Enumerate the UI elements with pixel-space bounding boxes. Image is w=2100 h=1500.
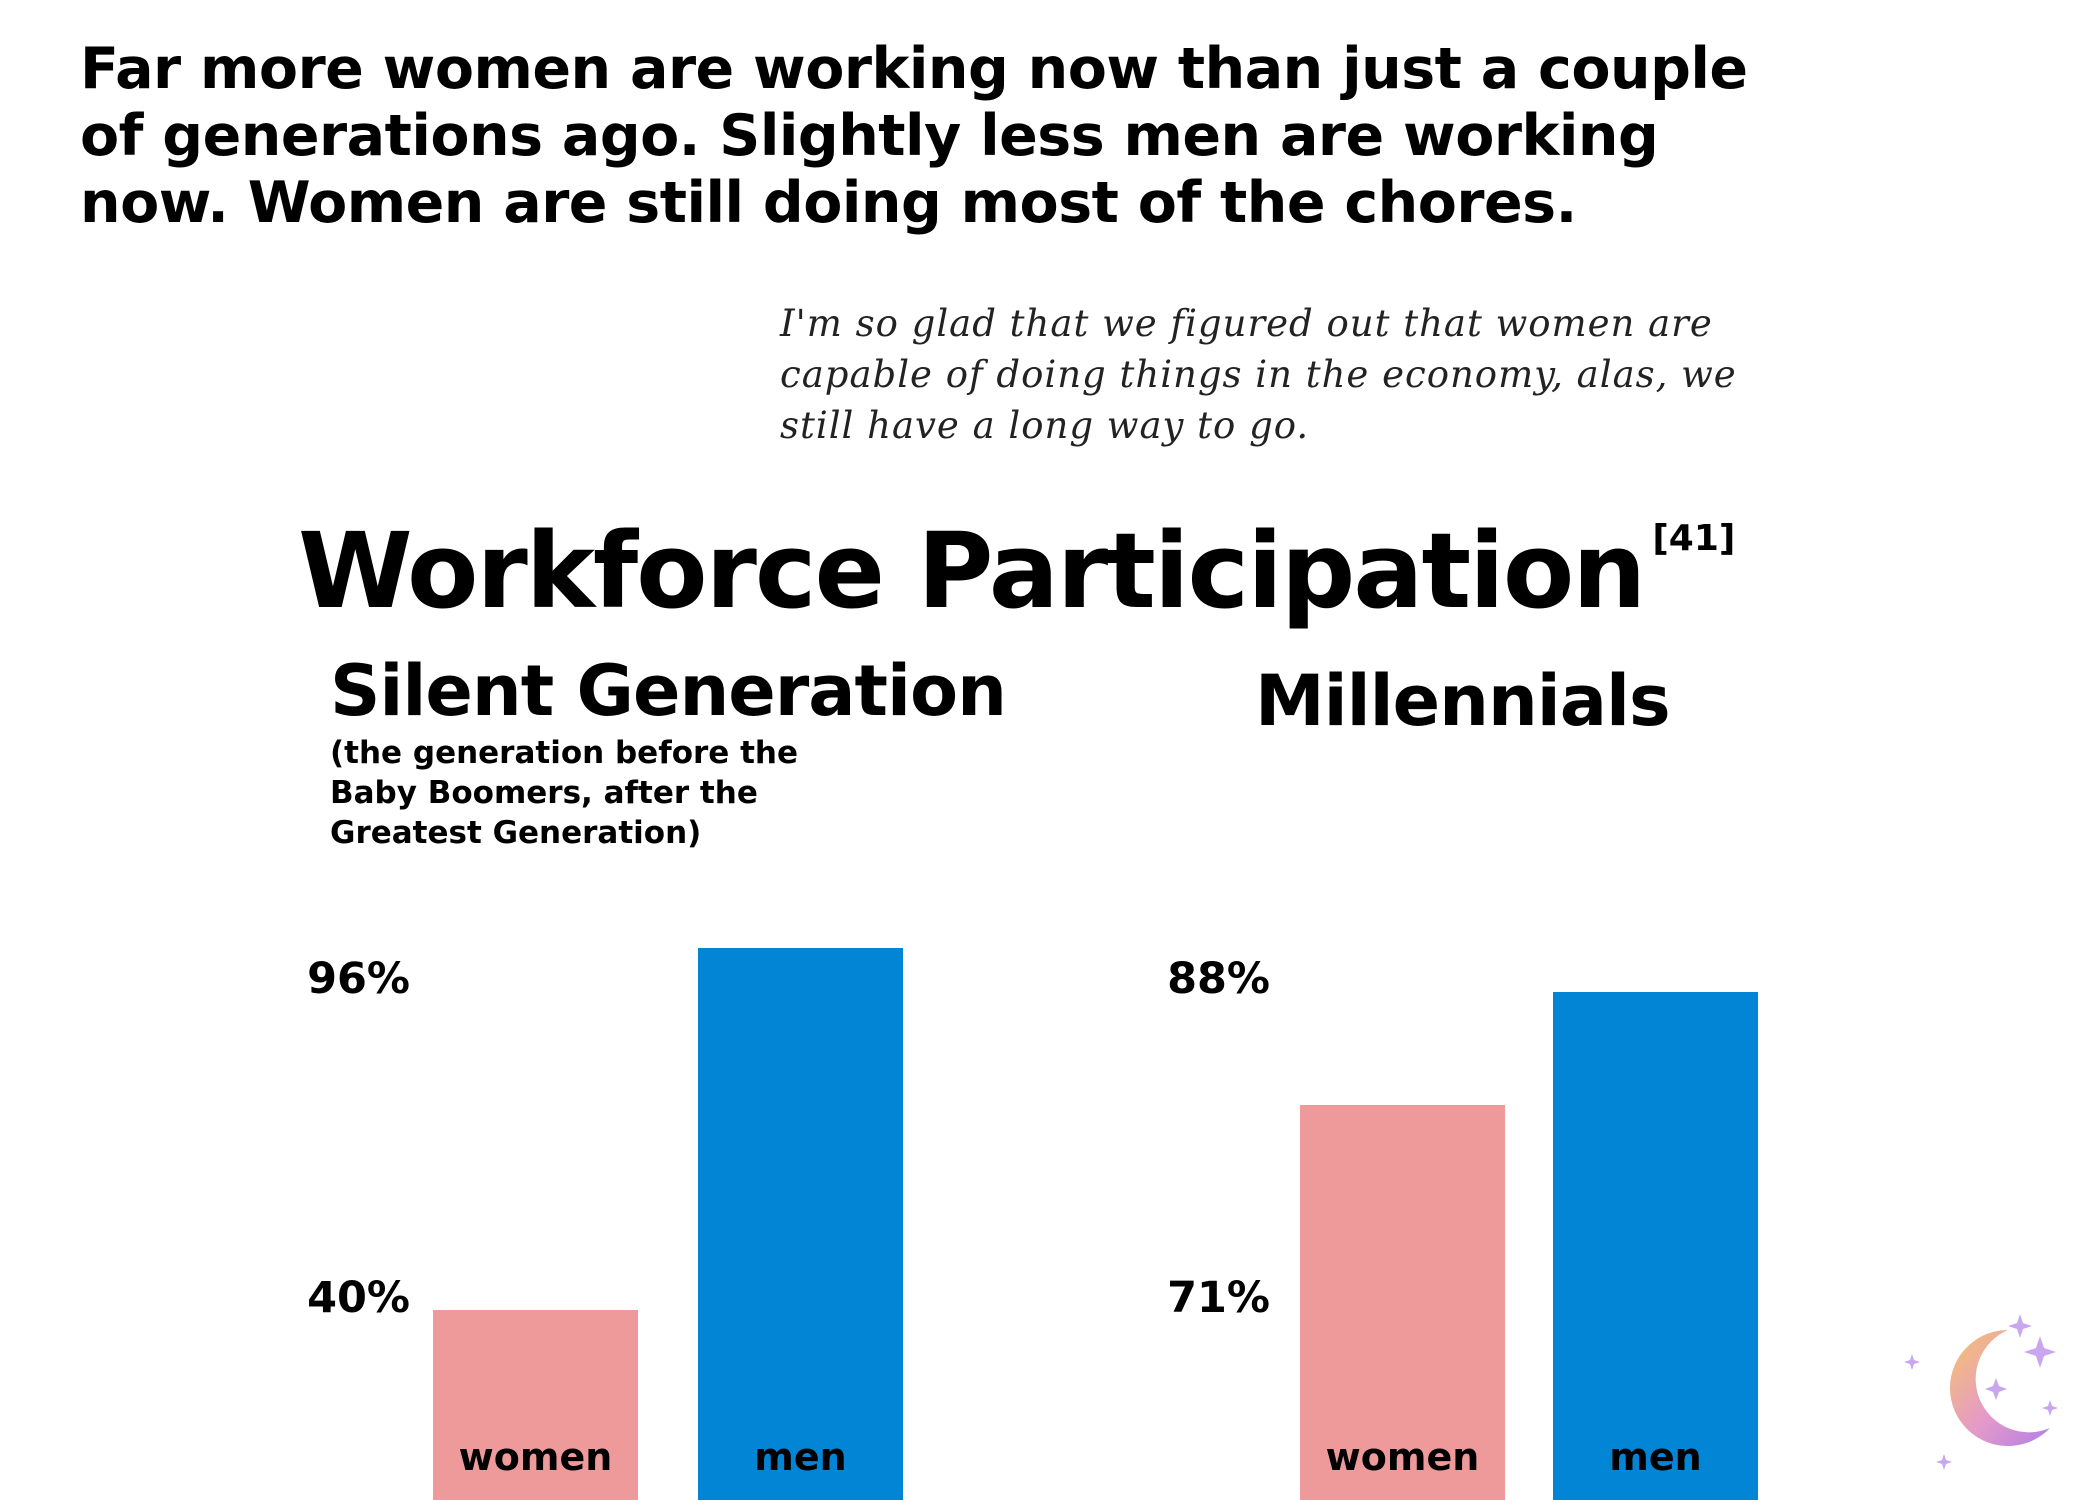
page-title: Workforce Participation [41] (298, 510, 1735, 632)
headline: Far more women are working now than just… (80, 36, 1748, 236)
panel-title-millennials: Millennials (1255, 660, 1671, 742)
women-bar (1300, 1105, 1505, 1500)
category-label: women (459, 1435, 613, 1479)
value-label: 88% (1167, 954, 1270, 1004)
category-label: men (1609, 1435, 1701, 1479)
women-bar (433, 1310, 638, 1500)
value-label: 71% (1167, 1273, 1270, 1323)
men-bar (698, 948, 903, 1500)
citation: [41] (1652, 518, 1736, 559)
moon-stars-icon (1904, 1314, 2058, 1470)
aside-note: I'm so glad that we figured out that wom… (780, 302, 1737, 447)
category-label: women (1326, 1435, 1480, 1479)
panel-subtitle-silent: (the generation before the Baby Boomers,… (330, 735, 799, 851)
value-label: 96% (307, 954, 410, 1004)
category-label: men (754, 1435, 846, 1479)
panel-title-silent: Silent Generation (330, 650, 1007, 732)
title-text: Workforce Participation (298, 510, 1646, 632)
value-label: 40% (307, 1273, 410, 1323)
men-bar (1553, 992, 1758, 1500)
